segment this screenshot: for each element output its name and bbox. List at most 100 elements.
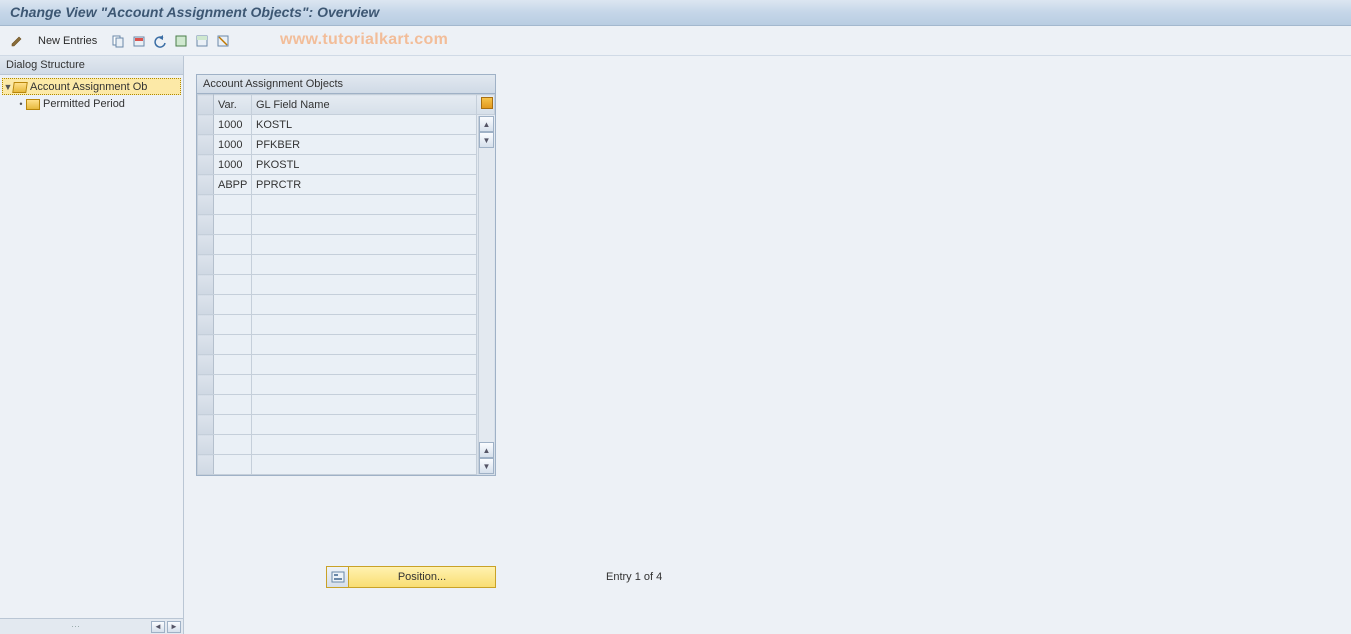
table-vertical-scrollbar[interactable]: ▲ ▼ ▲ ▼ xyxy=(478,116,494,474)
account-assignment-table[interactable]: Var. GL Field Name 1000KOSTL1000PFKBER10… xyxy=(197,94,495,475)
cell-var[interactable] xyxy=(214,255,252,275)
table-row[interactable] xyxy=(198,435,495,455)
scroll-track[interactable] xyxy=(479,148,494,442)
cell-gl[interactable] xyxy=(252,295,477,315)
table-row[interactable] xyxy=(198,375,495,395)
row-selector[interactable] xyxy=(198,295,214,315)
cell-var[interactable] xyxy=(214,235,252,255)
cell-var[interactable] xyxy=(214,195,252,215)
scroll-up-icon[interactable]: ▲ xyxy=(479,116,494,132)
scroll-up-end-icon[interactable]: ▲ xyxy=(479,442,494,458)
row-selector[interactable] xyxy=(198,355,214,375)
table-row[interactable] xyxy=(198,335,495,355)
cell-gl[interactable]: KOSTL xyxy=(252,115,477,135)
row-selector[interactable] xyxy=(198,195,214,215)
sidebar-scroll-right-icon[interactable]: ► xyxy=(167,621,181,633)
table-row[interactable]: 1000PKOSTL xyxy=(198,155,495,175)
cell-gl[interactable] xyxy=(252,355,477,375)
cell-var[interactable]: 1000 xyxy=(214,115,252,135)
table-row[interactable]: ABPPPPRCTR xyxy=(198,175,495,195)
tree-node-label: Permitted Period xyxy=(43,98,125,110)
deselect-all-icon[interactable] xyxy=(214,32,232,50)
scroll-down-small-icon[interactable]: ▼ xyxy=(479,132,494,148)
cell-gl[interactable] xyxy=(252,435,477,455)
cell-var[interactable] xyxy=(214,215,252,235)
tree-node-account-assignment[interactable]: ▼ Account Assignment Ob xyxy=(2,78,181,95)
cell-gl[interactable] xyxy=(252,455,477,475)
row-selector[interactable] xyxy=(198,415,214,435)
table-config-button[interactable] xyxy=(477,95,495,115)
position-button[interactable]: Position... xyxy=(326,566,496,588)
delete-icon[interactable] xyxy=(130,32,148,50)
cell-gl[interactable] xyxy=(252,215,477,235)
undo-icon[interactable] xyxy=(151,32,169,50)
cell-gl[interactable] xyxy=(252,195,477,215)
tree-expander-icon[interactable]: ▼ xyxy=(3,82,13,92)
cell-var[interactable]: ABPP xyxy=(214,175,252,195)
select-all-icon[interactable] xyxy=(172,32,190,50)
cell-gl[interactable]: PPRCTR xyxy=(252,175,477,195)
tree-node-permitted-period[interactable]: • Permitted Period xyxy=(2,95,181,112)
row-selector[interactable] xyxy=(198,115,214,135)
table-row[interactable] xyxy=(198,395,495,415)
toggle-edit-icon[interactable] xyxy=(8,32,26,50)
cell-var[interactable] xyxy=(214,375,252,395)
table-row[interactable] xyxy=(198,315,495,335)
row-selector[interactable] xyxy=(198,315,214,335)
row-selector[interactable] xyxy=(198,335,214,355)
row-selector[interactable] xyxy=(198,275,214,295)
cell-gl[interactable]: PKOSTL xyxy=(252,155,477,175)
sidebar-drag-handle[interactable]: ⋯ xyxy=(2,621,149,632)
cell-var[interactable] xyxy=(214,295,252,315)
table-row[interactable]: 1000PFKBER xyxy=(198,135,495,155)
cell-var[interactable] xyxy=(214,355,252,375)
table-row[interactable] xyxy=(198,415,495,435)
table-row[interactable] xyxy=(198,275,495,295)
select-block-icon[interactable] xyxy=(193,32,211,50)
row-selector[interactable] xyxy=(198,435,214,455)
table-row[interactable] xyxy=(198,355,495,375)
table-row[interactable] xyxy=(198,215,495,235)
cell-var[interactable] xyxy=(214,335,252,355)
cell-var[interactable] xyxy=(214,415,252,435)
table-row[interactable] xyxy=(198,295,495,315)
cell-var[interactable] xyxy=(214,435,252,455)
cell-gl[interactable] xyxy=(252,415,477,435)
cell-var[interactable] xyxy=(214,275,252,295)
row-selector[interactable] xyxy=(198,135,214,155)
row-header-corner[interactable] xyxy=(198,95,214,115)
table-row[interactable] xyxy=(198,455,495,475)
cell-var[interactable] xyxy=(214,395,252,415)
cell-gl[interactable] xyxy=(252,335,477,355)
cell-gl[interactable] xyxy=(252,275,477,295)
cell-gl[interactable]: PFKBER xyxy=(252,135,477,155)
table-row[interactable] xyxy=(198,235,495,255)
cell-var[interactable]: 1000 xyxy=(214,135,252,155)
col-header-var[interactable]: Var. xyxy=(214,95,252,115)
row-selector[interactable] xyxy=(198,215,214,235)
cell-gl[interactable] xyxy=(252,375,477,395)
cell-var[interactable] xyxy=(214,315,252,335)
dialog-structure-tree[interactable]: ▼ Account Assignment Ob • Permitted Peri… xyxy=(0,75,183,618)
new-entries-button[interactable]: New Entries xyxy=(29,32,106,50)
cell-gl[interactable] xyxy=(252,255,477,275)
table-row[interactable]: 1000KOSTL xyxy=(198,115,495,135)
cell-gl[interactable] xyxy=(252,315,477,335)
row-selector[interactable] xyxy=(198,175,214,195)
copy-icon[interactable] xyxy=(109,32,127,50)
row-selector[interactable] xyxy=(198,455,214,475)
row-selector[interactable] xyxy=(198,155,214,175)
cell-gl[interactable] xyxy=(252,235,477,255)
cell-var[interactable]: 1000 xyxy=(214,155,252,175)
row-selector[interactable] xyxy=(198,395,214,415)
row-selector[interactable] xyxy=(198,255,214,275)
sidebar-scroll-left-icon[interactable]: ◄ xyxy=(151,621,165,633)
row-selector[interactable] xyxy=(198,375,214,395)
table-row[interactable] xyxy=(198,255,495,275)
table-row[interactable] xyxy=(198,195,495,215)
col-header-gl[interactable]: GL Field Name xyxy=(252,95,477,115)
row-selector[interactable] xyxy=(198,235,214,255)
cell-gl[interactable] xyxy=(252,395,477,415)
cell-var[interactable] xyxy=(214,455,252,475)
scroll-down-icon[interactable]: ▼ xyxy=(479,458,494,474)
